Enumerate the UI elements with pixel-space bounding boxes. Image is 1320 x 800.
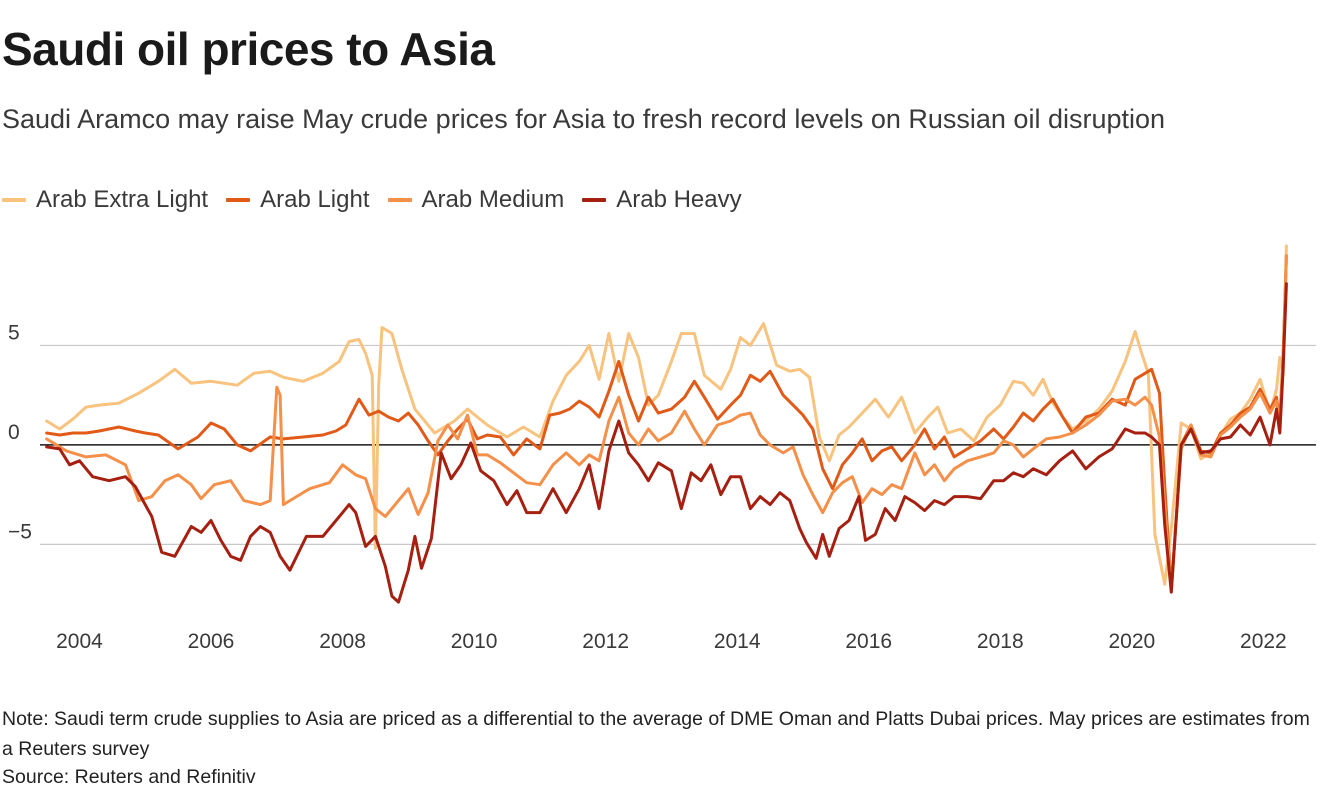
legend-label: Arab Light bbox=[260, 186, 370, 213]
y-tick-label: 5 bbox=[8, 321, 20, 344]
x-tick-label: 2004 bbox=[56, 630, 103, 653]
y-tick-label: −5 bbox=[8, 520, 32, 543]
chart-legend: Arab Extra Light Arab Light Arab Medium Ara… bbox=[2, 186, 760, 214]
legend-swatch bbox=[582, 198, 607, 202]
x-tick-label: 2012 bbox=[582, 630, 629, 653]
x-tick-label: 2016 bbox=[845, 630, 892, 653]
chart-title: Saudi oil prices to Asia bbox=[2, 23, 495, 75]
x-tick-label: 2008 bbox=[319, 630, 366, 653]
legend-label: Arab Heavy bbox=[616, 186, 742, 213]
legend-swatch bbox=[387, 198, 412, 202]
legend-item-arab-light: Arab Light bbox=[226, 186, 370, 214]
series-line-arab-heavy bbox=[45, 282, 1288, 604]
x-tick-label: 2006 bbox=[188, 630, 235, 653]
legend-swatch bbox=[2, 198, 26, 202]
series-line-arab-light bbox=[45, 254, 1288, 592]
legend-item-arab-extra-light: Arab Extra Light bbox=[2, 186, 208, 214]
chart-source: Source: Reuters and Refinitiv bbox=[2, 766, 256, 788]
x-tick-label: 2022 bbox=[1240, 630, 1287, 653]
chart-note: Note: Saudi term crude supplies to Asia … bbox=[2, 708, 1310, 760]
series-line-arab-medium bbox=[45, 254, 1288, 592]
series-line-arab-extra-light bbox=[45, 244, 1288, 586]
line-chart: −5 0 5 2004 2006 2008 2010 2012 2014 2016 2018 2020… bbox=[8, 244, 1316, 653]
legend-label: Arab Extra Light bbox=[36, 186, 209, 213]
x-tick-label: 2018 bbox=[977, 630, 1024, 653]
x-tick-label: 2014 bbox=[714, 630, 761, 653]
y-tick-label: 0 bbox=[8, 421, 20, 444]
x-tick-label: 2010 bbox=[451, 630, 498, 653]
x-tick-label: 2020 bbox=[1108, 630, 1155, 653]
legend-item-arab-heavy: Arab Heavy bbox=[582, 186, 742, 214]
legend-item-arab-medium: Arab Medium bbox=[387, 186, 565, 214]
legend-swatch bbox=[226, 198, 251, 202]
chart-subtitle: Saudi Aramco may raise May crude prices … bbox=[2, 104, 1166, 134]
legend-label: Arab Medium bbox=[421, 186, 565, 213]
